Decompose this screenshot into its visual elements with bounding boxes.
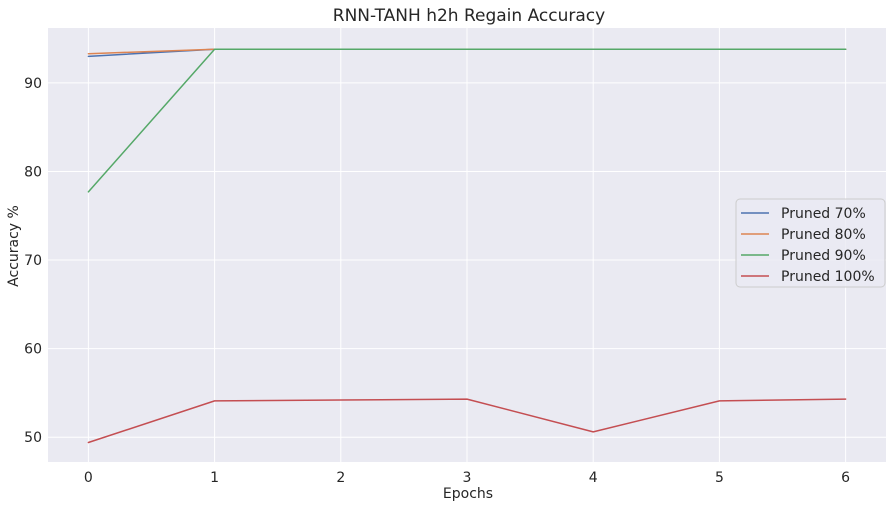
legend-label-3: Pruned 100% [781,269,875,285]
y-tick-labels: 50 60 70 80 90 [24,76,42,446]
x-tick-label: 1 [210,470,219,486]
x-tick-label: 3 [463,470,472,486]
x-axis-label: Epochs [443,486,493,502]
legend-label-0: Pruned 70% [781,206,866,222]
legend-label-2: Pruned 90% [781,248,866,264]
legend-box [735,198,886,288]
series-lines [87,48,847,444]
y-tick-label: 70 [24,253,42,269]
y-axis-label: Accuracy % [6,205,22,287]
y-tick-label: 60 [24,342,42,358]
series-line-3 [87,398,847,444]
y-tick-label: 50 [24,430,42,446]
x-tick-label: 4 [589,470,598,486]
legend-label-1: Pruned 80% [781,227,866,243]
x-tick-label: 0 [84,470,93,486]
y-tick-label: 80 [24,164,42,180]
y-tick-label: 90 [24,76,42,92]
x-tick-label: 6 [841,470,850,486]
chart-title: RNN-TANH h2h Regain Accuracy [333,6,605,26]
x-tick-labels: 0 1 2 3 4 5 6 [84,470,850,486]
legend: Pruned 70% Pruned 80% Pruned 90% Pruned 100… [735,198,886,288]
x-tick-label: 2 [336,470,345,486]
x-tick-label: 5 [715,470,724,486]
series-line-2 [87,48,847,193]
